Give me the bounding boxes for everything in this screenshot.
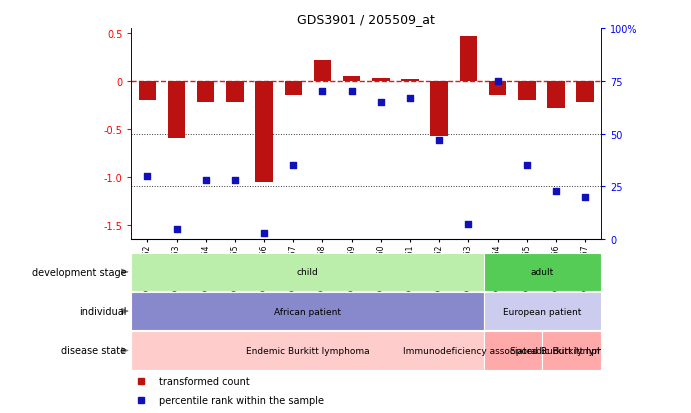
Point <box>404 95 415 102</box>
Point <box>258 230 269 237</box>
Bar <box>168 82 185 139</box>
Bar <box>460 37 477 82</box>
Text: adult: adult <box>531 268 554 277</box>
Point <box>317 89 328 95</box>
Point <box>463 221 474 228</box>
Bar <box>285 82 302 96</box>
Bar <box>372 79 390 82</box>
Bar <box>484 332 542 370</box>
Point <box>434 137 445 144</box>
Bar <box>430 82 448 137</box>
Bar <box>131 253 484 291</box>
Bar <box>489 82 507 96</box>
Bar <box>131 292 484 330</box>
Bar <box>256 82 273 182</box>
Text: Endemic Burkitt lymphoma: Endemic Burkitt lymphoma <box>246 346 369 355</box>
Text: development stage: development stage <box>32 267 126 277</box>
Text: Sporadic Burkitt lymphoma: Sporadic Burkitt lymphoma <box>510 346 634 355</box>
Bar <box>314 61 331 82</box>
Bar <box>484 292 601 330</box>
Bar <box>197 82 214 103</box>
Point <box>492 78 503 85</box>
Bar <box>518 82 536 101</box>
Point <box>521 163 532 169</box>
Text: percentile rank within the sample: percentile rank within the sample <box>160 394 325 405</box>
Point <box>171 225 182 232</box>
Point <box>375 100 386 106</box>
Text: African patient: African patient <box>274 307 341 316</box>
Point <box>142 173 153 180</box>
Bar <box>484 253 601 291</box>
Bar <box>343 77 361 82</box>
Text: disease state: disease state <box>61 346 126 356</box>
Point <box>551 188 562 195</box>
Bar <box>542 332 601 370</box>
Point <box>580 194 591 201</box>
Text: individual: individual <box>79 306 126 316</box>
Text: child: child <box>296 268 319 277</box>
Point <box>287 163 299 169</box>
Text: transformed count: transformed count <box>160 376 250 386</box>
Point <box>346 89 357 95</box>
Point <box>200 177 211 184</box>
Bar <box>547 82 565 108</box>
Bar <box>401 80 419 82</box>
Bar <box>139 82 156 101</box>
Bar <box>226 82 244 103</box>
Point <box>229 177 240 184</box>
Text: European patient: European patient <box>503 307 582 316</box>
Bar <box>576 82 594 103</box>
Bar <box>131 332 484 370</box>
Title: GDS3901 / 205509_at: GDS3901 / 205509_at <box>297 13 435 26</box>
Text: Immunodeficiency associated Burkitt lymphoma: Immunodeficiency associated Burkitt lymp… <box>404 346 623 355</box>
